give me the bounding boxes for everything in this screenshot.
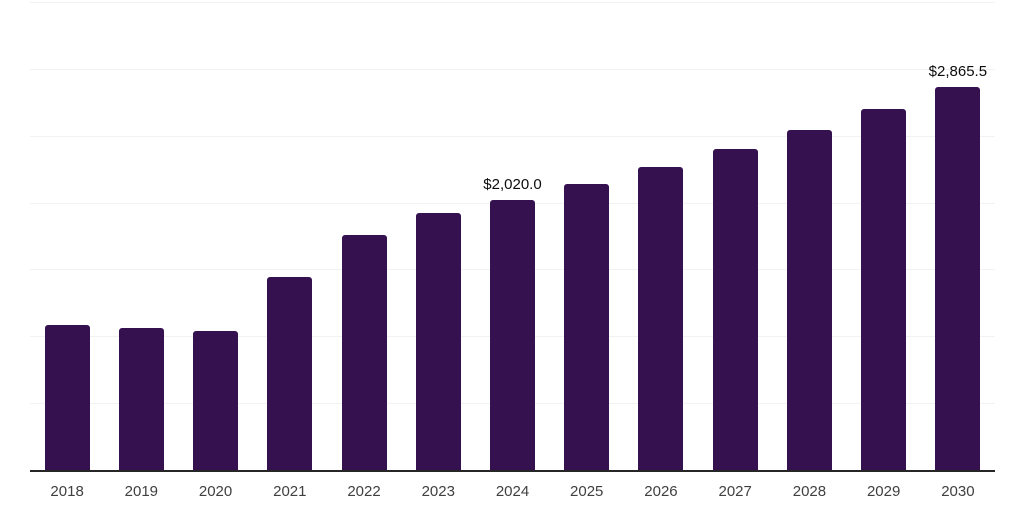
bar-2029 xyxy=(861,108,907,470)
bar-2018 xyxy=(44,324,90,470)
x-tick-label-2023: 2023 xyxy=(421,483,455,500)
x-tick-label-2030: 2030 xyxy=(941,483,975,500)
bar-2022 xyxy=(341,234,387,470)
x-tick-label-2021: 2021 xyxy=(273,483,307,500)
bar-2021 xyxy=(267,276,313,470)
bar-2019 xyxy=(118,327,164,470)
bar-2023 xyxy=(415,212,461,470)
x-tick-label-2022: 2022 xyxy=(347,483,381,500)
bar-2026 xyxy=(638,167,684,470)
gridline xyxy=(30,135,995,137)
bar-2027 xyxy=(712,149,758,470)
x-tick-label-2026: 2026 xyxy=(644,483,678,500)
bar-2030 xyxy=(935,86,981,470)
bar-2025 xyxy=(564,183,610,470)
bar-2024 xyxy=(490,199,535,470)
x-tick-label-2027: 2027 xyxy=(718,483,752,500)
bar-2028 xyxy=(786,130,832,470)
data-label-2024: $2,020.0 xyxy=(483,175,542,193)
x-tick-label-2025: 2025 xyxy=(570,483,604,500)
gridline xyxy=(30,68,995,70)
data-label-2030: $2,865.5 xyxy=(928,62,988,80)
gridline xyxy=(30,2,995,3)
x-tick-label-2024: 2024 xyxy=(495,483,530,500)
x-tick-label-2020: 2020 xyxy=(198,483,233,500)
x-tick-label-2029: 2029 xyxy=(866,483,901,500)
x-tick-label-2028: 2028 xyxy=(792,483,827,500)
x-tick-label-2019: 2019 xyxy=(124,483,159,500)
x-axis-line xyxy=(30,470,995,472)
plot-area: $2,020.0 $2,865.5 xyxy=(30,2,995,472)
x-tick-label-2018: 2018 xyxy=(50,483,84,500)
bar-2020 xyxy=(193,330,239,470)
